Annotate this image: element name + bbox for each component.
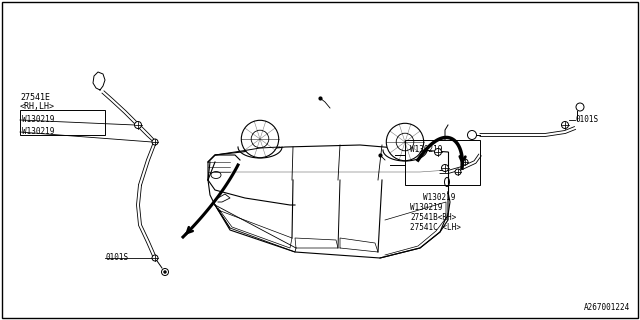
Text: W130219: W130219 bbox=[410, 203, 442, 212]
Circle shape bbox=[442, 164, 449, 172]
Bar bbox=[20, 110, 105, 135]
Circle shape bbox=[435, 148, 442, 156]
Circle shape bbox=[387, 123, 424, 161]
Polygon shape bbox=[218, 208, 292, 248]
Circle shape bbox=[134, 122, 141, 129]
Text: W130219: W130219 bbox=[22, 127, 54, 137]
Text: <RH,LH>: <RH,LH> bbox=[20, 101, 55, 110]
Text: W130219: W130219 bbox=[423, 193, 456, 202]
Text: 0101S: 0101S bbox=[575, 116, 598, 124]
Polygon shape bbox=[340, 238, 378, 252]
Text: 27541B<RH>: 27541B<RH> bbox=[410, 213, 456, 222]
Circle shape bbox=[455, 169, 461, 175]
Circle shape bbox=[241, 120, 278, 158]
Circle shape bbox=[561, 122, 568, 129]
Polygon shape bbox=[295, 238, 338, 248]
Text: 0101S: 0101S bbox=[105, 253, 128, 262]
Polygon shape bbox=[215, 205, 296, 252]
Circle shape bbox=[576, 103, 584, 111]
Text: W130219: W130219 bbox=[410, 146, 442, 155]
Circle shape bbox=[161, 268, 168, 276]
Text: W130219: W130219 bbox=[22, 116, 54, 124]
Circle shape bbox=[164, 271, 166, 273]
Circle shape bbox=[462, 159, 468, 165]
Bar bbox=[405, 140, 480, 185]
Circle shape bbox=[152, 139, 158, 145]
Text: 27541C <LH>: 27541C <LH> bbox=[410, 223, 461, 233]
Circle shape bbox=[467, 131, 477, 140]
Text: A267001224: A267001224 bbox=[584, 303, 630, 312]
Circle shape bbox=[152, 255, 158, 261]
Text: 27541E: 27541E bbox=[20, 93, 50, 102]
